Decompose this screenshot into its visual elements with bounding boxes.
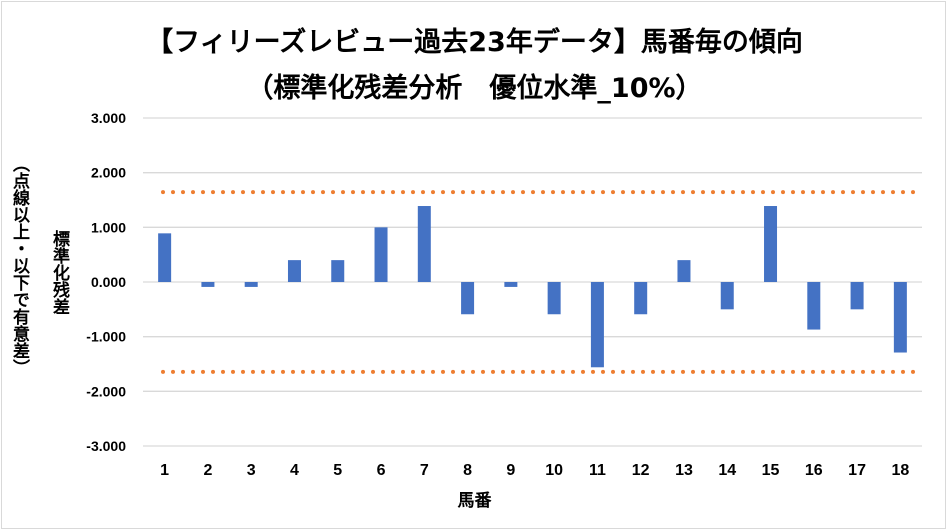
x-tick-label: 2 xyxy=(203,462,212,479)
bar-3 xyxy=(244,282,258,287)
chart-title: 【フィリーズレビュー過去23年データ】馬番毎の傾向 xyxy=(146,27,803,58)
bar-7 xyxy=(417,206,431,282)
y-axis-label: 標準化残差 xyxy=(49,230,69,315)
y-tick-label: -3.000 xyxy=(86,438,126,454)
x-tick-label: 6 xyxy=(377,462,386,479)
x-tick-label: 17 xyxy=(848,462,866,479)
bar-4 xyxy=(287,260,301,282)
bar-8 xyxy=(461,282,475,315)
y-axis-label-note: （点線以上・以下で有意差） xyxy=(9,155,29,376)
bar-10 xyxy=(547,282,561,315)
x-tick-label: 11 xyxy=(589,462,606,479)
bar-15 xyxy=(764,206,778,282)
x-tick-label: 15 xyxy=(762,462,780,479)
y-tick-label: 0.000 xyxy=(91,274,126,290)
y-tick-label: 2.000 xyxy=(91,165,126,181)
chart-subtitle: （標準化残差分析 優位水準_10%） xyxy=(246,73,703,104)
x-tick-label: 16 xyxy=(805,462,823,479)
bar-11 xyxy=(590,282,604,368)
y-tick-label: 1.000 xyxy=(91,219,126,235)
x-tick-label: 4 xyxy=(290,462,299,479)
x-tick-label: 1 xyxy=(160,462,169,479)
y-tick-label: -1.000 xyxy=(86,329,126,345)
bar-17 xyxy=(850,282,864,310)
bar-14 xyxy=(720,282,734,310)
x-axis-label: 馬番 xyxy=(457,491,492,511)
bar-16 xyxy=(807,282,821,330)
y-tick-label: -2.000 xyxy=(86,383,126,399)
x-tick-label: 10 xyxy=(545,462,563,479)
x-tick-label: 8 xyxy=(463,462,472,479)
x-tick-label: 14 xyxy=(718,462,736,479)
x-tick-label: 3 xyxy=(247,462,256,479)
bar-2 xyxy=(201,282,215,287)
y-tick-label: 3.000 xyxy=(91,110,126,126)
bar-9 xyxy=(504,282,518,287)
bar-1 xyxy=(158,233,172,282)
x-tick-label: 7 xyxy=(420,462,429,479)
x-tick-label: 12 xyxy=(632,462,650,479)
x-tick-label: 18 xyxy=(891,462,909,479)
bar-12 xyxy=(634,282,648,315)
x-tick-label: 13 xyxy=(675,462,693,479)
bar-18 xyxy=(893,282,907,353)
bar-5 xyxy=(331,260,345,282)
bar-13 xyxy=(677,260,691,282)
x-tick-label: 5 xyxy=(333,462,342,479)
bar-6 xyxy=(374,227,388,282)
x-tick-label: 9 xyxy=(506,462,515,479)
